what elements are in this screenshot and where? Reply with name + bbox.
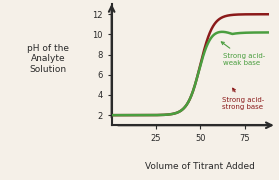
- Text: Strong acid-
strong base: Strong acid- strong base: [222, 88, 264, 110]
- Text: Volume of Titrant Added: Volume of Titrant Added: [145, 162, 254, 171]
- Text: pH of the
Analyte
Solution: pH of the Analyte Solution: [27, 44, 69, 74]
- Text: Strong acid-
weak base: Strong acid- weak base: [221, 42, 266, 66]
